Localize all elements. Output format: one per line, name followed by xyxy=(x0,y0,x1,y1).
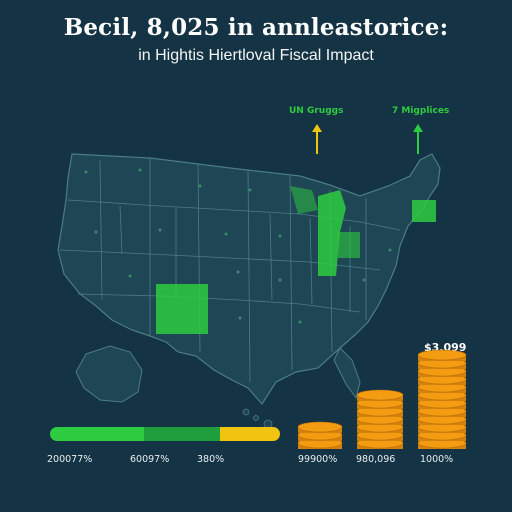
coin-stack-2 xyxy=(356,389,404,449)
progress-segment-green xyxy=(50,427,145,441)
impact-progress-bar xyxy=(50,427,280,441)
southeast-peninsula xyxy=(333,347,361,400)
callout-1-arrow-icon xyxy=(312,124,322,132)
coin-stack-3 xyxy=(417,349,467,449)
coin-face xyxy=(356,389,404,401)
page-subtitle: in Hightis Hiertloval Fiscal Impact xyxy=(138,47,374,64)
coin-stack-2-label: 980,096 xyxy=(356,454,396,465)
progress-label-3: 380% xyxy=(197,454,225,465)
callout-2-label: 7 Migplices xyxy=(392,106,450,116)
highlight-state-northeast xyxy=(412,200,436,222)
progress-segment-darkgreen xyxy=(144,427,221,441)
highlight-state-southwest xyxy=(156,284,208,334)
coin-stack-3-label: 1000% xyxy=(420,454,454,465)
callout-2-stem xyxy=(417,132,419,154)
callout-2-arrow-icon xyxy=(413,124,423,132)
highlight-state-midwest xyxy=(338,232,360,258)
callout-1-stem xyxy=(316,132,318,154)
coin-face xyxy=(417,349,467,361)
coin-stack-1-label: 99900% xyxy=(298,454,338,465)
highlight-lake-region xyxy=(290,186,318,214)
progress-label-1: 200077% xyxy=(47,454,93,465)
page-title: Becil, 8,025 in annleastorice: xyxy=(63,14,449,41)
progress-segment-yellow xyxy=(220,427,280,441)
alaska-shape xyxy=(75,345,143,403)
coin-face xyxy=(297,421,343,433)
coin-stack-1 xyxy=(297,421,343,449)
progress-label-2: 60097% xyxy=(130,454,170,465)
callout-1-label: UN Gruggs xyxy=(289,106,344,116)
highlight-state-michigan xyxy=(318,190,346,276)
